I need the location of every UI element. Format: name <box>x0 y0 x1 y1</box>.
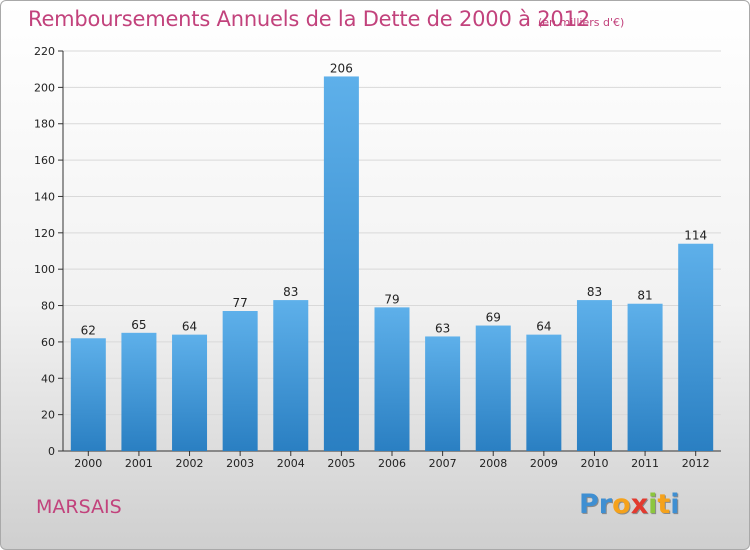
logo-letter: t <box>657 489 671 520</box>
bar-2012 <box>678 243 714 451</box>
logo-letter: r <box>598 489 613 520</box>
y-tick-label: 60 <box>41 336 55 349</box>
x-tick-label-2002: 2002 <box>176 457 204 470</box>
bar-2002 <box>172 334 208 451</box>
y-tick-label: 40 <box>41 372 55 385</box>
value-label-2003: 77 <box>233 296 248 310</box>
y-tick-label: 180 <box>34 118 55 131</box>
x-tick-label-2005: 2005 <box>327 457 355 470</box>
x-tick-label-2011: 2011 <box>631 457 659 470</box>
y-tick-label: 200 <box>34 81 55 94</box>
y-tick-label: 140 <box>34 190 55 203</box>
logo-letter: P <box>579 489 599 520</box>
y-tick-label: 80 <box>41 300 55 313</box>
bar-2006 <box>374 307 410 451</box>
x-tick-label-2010: 2010 <box>580 457 608 470</box>
bar-2003 <box>222 311 258 451</box>
y-tick-label: 160 <box>34 154 55 167</box>
bar-2008 <box>475 325 511 451</box>
y-tick-label: 220 <box>34 45 55 58</box>
x-tick-label-2006: 2006 <box>378 457 406 470</box>
chart-unit: (en milliers d'€) <box>538 16 625 29</box>
value-label-2012: 114 <box>684 229 707 243</box>
bar-2009 <box>526 334 562 451</box>
proxiti-logo: Proxiti <box>579 489 680 520</box>
bar-2007 <box>425 336 461 451</box>
x-tick-label-2012: 2012 <box>682 457 710 470</box>
labels: 0 20 40 60 80 100 120 140 160 180 200 220 2000 62 2001… <box>34 45 710 470</box>
chart-title: Remboursements Annuels de la Dette de 20… <box>28 7 590 31</box>
y-tick-label: 20 <box>41 409 55 422</box>
bar-2004 <box>273 300 309 451</box>
y-tick-label: 100 <box>34 263 55 276</box>
logo-letter: i <box>648 489 658 520</box>
x-tick-label-2003: 2003 <box>226 457 254 470</box>
y-tick-label: 0 <box>48 445 55 458</box>
logo-letter: i <box>670 489 680 520</box>
value-label-2008: 69 <box>486 311 501 325</box>
value-label-2006: 79 <box>384 292 399 306</box>
bar-2001 <box>121 332 157 451</box>
x-tick-label-2000: 2000 <box>74 457 102 470</box>
value-label-2004: 83 <box>283 285 298 299</box>
value-label-2010: 83 <box>587 285 602 299</box>
bar-2005 <box>323 76 359 452</box>
x-tick-label-2004: 2004 <box>277 457 305 470</box>
commune-name: MARSAIS <box>36 496 122 518</box>
value-label-2000: 62 <box>81 323 96 337</box>
x-tick-label-2001: 2001 <box>125 457 153 470</box>
value-label-2011: 81 <box>637 289 652 303</box>
bars <box>70 76 714 452</box>
value-label-2009: 64 <box>536 320 551 334</box>
logo-letter: x <box>630 489 649 520</box>
x-tick-label-2008: 2008 <box>479 457 507 470</box>
value-label-2001: 65 <box>131 318 146 332</box>
bar-2011 <box>627 303 663 451</box>
value-label-2005: 206 <box>330 61 353 75</box>
bar-2000 <box>70 338 106 451</box>
bar-2010 <box>576 300 612 451</box>
y-tick-label: 120 <box>34 227 55 240</box>
value-label-2002: 64 <box>182 320 197 334</box>
value-label-2007: 63 <box>435 321 450 335</box>
logo-letter: o <box>612 489 631 520</box>
x-tick-label-2009: 2009 <box>530 457 558 470</box>
x-tick-label-2007: 2007 <box>429 457 457 470</box>
